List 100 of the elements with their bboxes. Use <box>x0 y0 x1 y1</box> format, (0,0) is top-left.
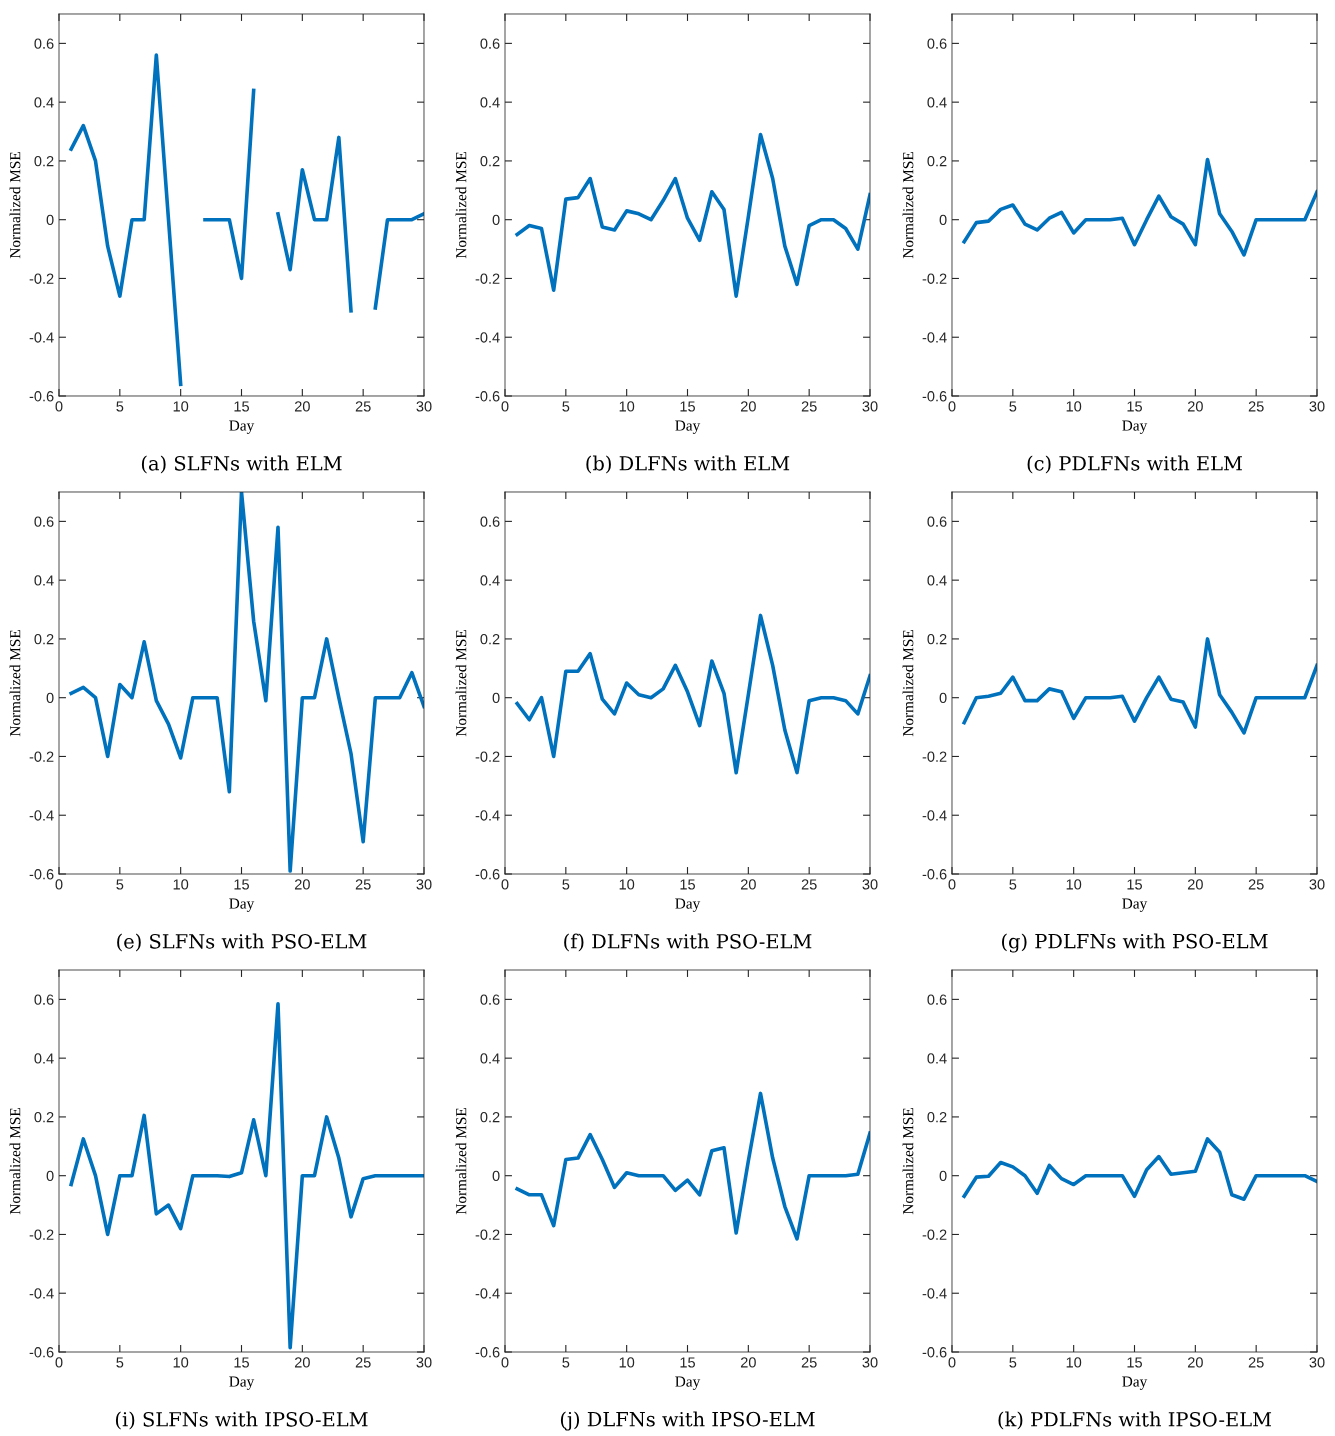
x-tick-label: 25 <box>801 879 817 890</box>
line-series <box>515 1091 870 1241</box>
y-tick-label: 0.6 <box>34 516 54 527</box>
x-tick-label: 10 <box>619 401 635 412</box>
x-tick-label: 15 <box>234 879 249 890</box>
x-tick-label: 25 <box>801 401 817 412</box>
y-axis-title: Normalized MSE <box>9 630 21 737</box>
y-tick-label: 0.2 <box>480 634 500 645</box>
x-tick-label: 25 <box>1248 1357 1264 1368</box>
x-tick-label: 10 <box>173 401 189 412</box>
text: (c) PDLFNs with ELM <box>1027 455 1242 474</box>
x-tick-label: 5 <box>1009 879 1017 890</box>
y-tick-label: 0.2 <box>480 156 500 167</box>
y-tick-label: -0.6 <box>922 1347 947 1358</box>
x-tick-label: 5 <box>116 401 124 412</box>
y-tick-label: 0 <box>492 214 500 226</box>
x-tick-label: 15 <box>680 401 695 412</box>
x-axis-title: Day <box>229 1376 255 1390</box>
x-tick-label: 15 <box>234 401 249 412</box>
x-tick-label: 20 <box>294 401 310 412</box>
x-tick-label: 30 <box>416 879 432 890</box>
x-tick-label: 15 <box>234 1357 249 1368</box>
y-tick-label: -0.4 <box>922 332 947 343</box>
text: (g) PDLFNs with PSO-ELM <box>1002 933 1268 953</box>
x-tick-label: 20 <box>740 879 756 890</box>
y-axis-title: Normalized MSE <box>902 630 914 737</box>
x-tick-label: 10 <box>1066 401 1082 412</box>
line-series <box>69 1001 424 1350</box>
y-tick-label: -0.6 <box>922 391 947 402</box>
y-tick-label: 0.4 <box>480 1053 500 1064</box>
x-tick-label: 10 <box>619 879 635 890</box>
line-series <box>962 157 1317 257</box>
x-tick-label: 5 <box>562 401 570 412</box>
y-tick-label: 0.2 <box>927 156 947 167</box>
y-axis-title: Normalized MSE <box>9 152 21 259</box>
y-tick-label: 0.4 <box>927 97 947 108</box>
y-tick-label: 0 <box>492 1170 500 1182</box>
x-tick-label: 25 <box>355 1357 371 1368</box>
y-tick-label: 0 <box>939 214 947 226</box>
x-tick-label: 5 <box>1009 401 1017 412</box>
y-axis-title: Normalized MSE <box>455 1108 467 1215</box>
y-tick-label: -0.2 <box>29 273 54 284</box>
x-tick-label: 25 <box>801 1357 817 1368</box>
x-tick-label: 30 <box>862 879 878 890</box>
x-tick-label: 10 <box>619 1357 635 1368</box>
y-tick-label: 0.2 <box>34 1112 54 1123</box>
y-tick-label: -0.6 <box>922 869 947 880</box>
x-tick-label: 0 <box>948 1357 956 1368</box>
x-tick-label: 0 <box>948 401 956 412</box>
text: (a) SLFNs with ELM <box>141 455 342 474</box>
y-tick-label: 0 <box>46 1170 54 1182</box>
y-tick-label: -0.6 <box>29 869 54 880</box>
y-tick-label: 0.4 <box>927 1053 947 1064</box>
x-tick-label: 0 <box>55 1357 63 1368</box>
x-tick-label: 5 <box>116 1357 124 1368</box>
x-tick-label: 30 <box>1309 1357 1325 1368</box>
x-tick-label: 20 <box>740 1357 756 1368</box>
text: (e) SLFNs with PSO-ELM <box>117 933 367 952</box>
y-tick-label: 0.6 <box>927 516 947 527</box>
x-tick-label: 5 <box>562 1357 570 1368</box>
x-tick-label: 5 <box>562 879 570 890</box>
y-tick-label: 0 <box>46 214 54 226</box>
x-tick-label: 0 <box>55 401 63 412</box>
y-tick-label: 0.4 <box>34 575 54 586</box>
x-tick-label: 30 <box>1309 401 1325 412</box>
line-series <box>962 1137 1317 1202</box>
x-tick-label: 15 <box>1127 1357 1142 1368</box>
y-tick-label: 0.4 <box>927 575 947 586</box>
x-tick-label: 25 <box>1248 879 1264 890</box>
x-tick-label: 30 <box>1309 879 1325 890</box>
x-tick-label: 30 <box>416 1357 432 1368</box>
x-tick-label: 0 <box>948 879 956 890</box>
x-axis-title: Day <box>1122 898 1148 912</box>
y-tick-label: -0.2 <box>475 273 500 284</box>
x-tick-label: 10 <box>1066 1357 1082 1368</box>
y-tick-label: 0.4 <box>480 575 500 586</box>
y-tick-label: -0.2 <box>922 1229 947 1240</box>
x-tick-label: 20 <box>1187 1357 1203 1368</box>
y-tick-label: 0.4 <box>480 97 500 108</box>
x-tick-label: 15 <box>680 1357 695 1368</box>
y-tick-label: -0.4 <box>29 332 54 343</box>
x-tick-label: 0 <box>501 401 509 412</box>
x-axis-title: Day <box>675 420 701 434</box>
y-tick-label: 0 <box>46 692 54 704</box>
y-tick-label: 0.6 <box>480 38 500 49</box>
x-tick-label: 30 <box>862 1357 878 1368</box>
y-axis-title: Normalized MSE <box>902 152 914 259</box>
y-tick-label: 0.2 <box>34 156 54 167</box>
y-tick-label: -0.4 <box>475 1288 500 1299</box>
x-tick-label: 5 <box>116 879 124 890</box>
y-tick-label: 0.6 <box>34 38 54 49</box>
y-tick-label: 0.2 <box>927 1112 947 1123</box>
x-tick-label: 15 <box>1127 879 1142 890</box>
x-tick-label: 30 <box>862 401 878 412</box>
line-series <box>515 613 870 775</box>
y-tick-label: 0.6 <box>480 516 500 527</box>
x-tick-label: 15 <box>1127 401 1142 412</box>
y-tick-label: -0.4 <box>922 1288 947 1299</box>
y-tick-label: -0.2 <box>922 273 947 284</box>
x-axis-title: Day <box>1122 1376 1148 1390</box>
